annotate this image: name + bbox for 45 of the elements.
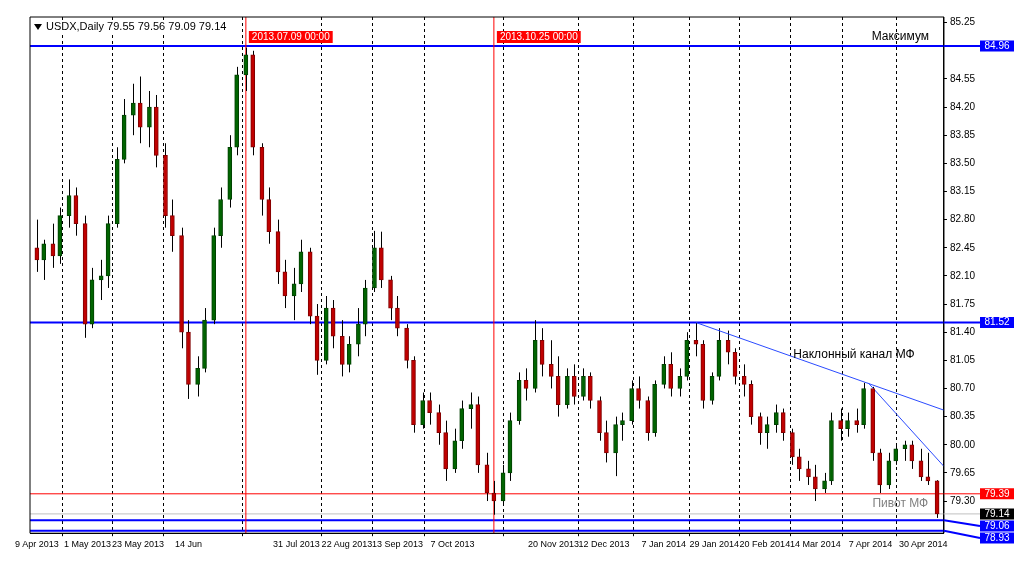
y-tick-label: 81.75 — [949, 297, 976, 309]
y-tick-label: 82.45 — [949, 241, 976, 253]
x-tick-label: 31 Jul 2013 — [273, 539, 320, 550]
ref-line-label: 79.39 — [984, 487, 1010, 499]
x-tick-label: 7 Apr 2014 — [848, 539, 893, 550]
ref-line-label: 2013.10.25 00:00 — [499, 30, 579, 42]
y-tick-label: 79.30 — [949, 494, 976, 506]
ref-line-label: 78.93 — [984, 531, 1010, 543]
x-tick-label: 29 Jan 2014 — [689, 539, 740, 550]
chart-title: USDX,Daily 79.55 79.56 79.09 79.14 — [46, 20, 227, 33]
y-tick-label: 82.80 — [949, 213, 976, 225]
x-tick-label: 7 Oct 2013 — [430, 539, 475, 550]
y-tick-label: 79.65 — [949, 466, 976, 478]
y-tick-label: 80.00 — [949, 438, 976, 450]
y-tick-label: 83.50 — [949, 157, 976, 169]
ref-line-label: 79.14 — [984, 507, 1010, 519]
x-tick-label: 20 Nov 2013 — [528, 539, 580, 550]
y-tick-label: 84.55 — [949, 72, 976, 84]
x-tick-label: 14 Mar 2014 — [790, 539, 841, 550]
ref-line-label: 84.96 — [984, 39, 1010, 51]
x-tick-label: 7 Jan 2014 — [641, 539, 687, 550]
y-tick-label: 80.35 — [949, 410, 976, 422]
y-tick-label: 82.10 — [949, 269, 976, 281]
y-tick-label: 81.40 — [949, 325, 976, 337]
annotation: Наклонный канал МФ — [793, 347, 915, 362]
annotation: Пивот МФ — [872, 496, 929, 511]
ref-line-label: 79.06 — [984, 519, 1010, 531]
x-tick-label: 22 Aug 2013 — [321, 539, 373, 550]
y-tick-label: 80.70 — [949, 382, 976, 394]
x-tick-label: 13 Sep 2013 — [371, 539, 423, 550]
y-tick-label: 83.15 — [949, 185, 976, 197]
x-tick-label: 23 May 2013 — [111, 539, 164, 550]
x-tick-label: 1 May 2013 — [63, 539, 111, 550]
y-tick-label: 84.20 — [949, 100, 976, 112]
x-tick-label: 30 Apr 2014 — [899, 539, 948, 550]
y-tick-label: 81.05 — [949, 354, 976, 366]
x-tick-label: 20 Feb 2014 — [739, 539, 791, 550]
y-tick-label: 83.85 — [949, 128, 976, 140]
x-tick-label: 9 Apr 2013 — [15, 539, 59, 550]
ref-line-label: 81.52 — [984, 316, 1010, 328]
ref-line-label: 2013.07.09 00:00 — [251, 30, 331, 42]
x-tick-label: 14 Jun — [174, 539, 202, 550]
y-tick-label: 85.25 — [949, 16, 976, 28]
annotation: Максимум — [871, 29, 930, 44]
x-tick-label: 12 Dec 2013 — [578, 539, 630, 550]
